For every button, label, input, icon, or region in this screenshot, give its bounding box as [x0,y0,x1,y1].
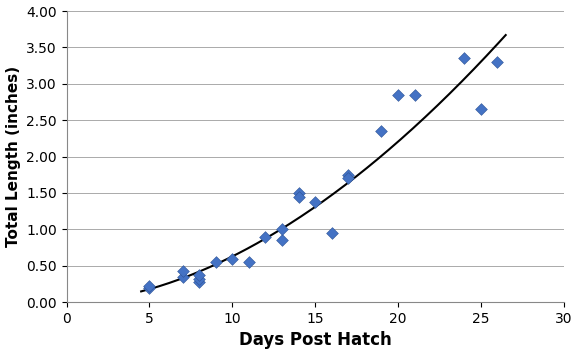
Point [211,259,220,265]
Y-axis label: Total Length (inches): Total Length (inches) [6,66,21,247]
Point [476,106,486,112]
Point [145,283,154,289]
Point [294,190,303,196]
Point [195,276,204,282]
Point [261,234,270,240]
Point [460,55,469,61]
Point [228,256,237,261]
Point [394,92,403,98]
Point [493,59,502,65]
Point [244,259,254,265]
Point [344,172,353,178]
Point [310,199,320,204]
Point [277,237,287,243]
Point [178,274,187,279]
Point [327,230,336,236]
Point [277,226,287,232]
X-axis label: Days Post Hatch: Days Post Hatch [239,332,391,349]
Point [377,128,386,134]
Point [195,279,204,285]
Point [294,194,303,200]
Point [344,176,353,181]
Point [178,268,187,274]
Point [410,92,419,98]
Point [145,285,154,290]
Point [195,272,204,277]
